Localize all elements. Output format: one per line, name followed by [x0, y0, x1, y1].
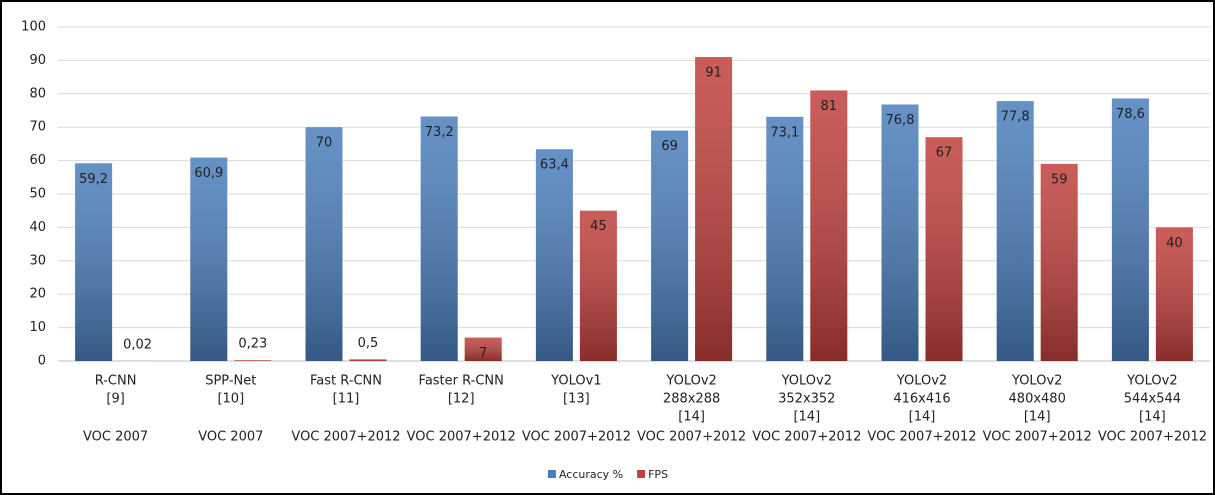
- y-tick-label: 60: [29, 153, 46, 168]
- x-tick-label: SPP-Net: [205, 374, 256, 389]
- bar-shade: [810, 90, 848, 362]
- value-label: 69: [661, 139, 678, 154]
- value-label: 77,8: [1001, 110, 1030, 125]
- x-tick-dataset: VOC 2007: [198, 430, 263, 445]
- x-tick-dataset: VOC 2007+2012: [637, 430, 746, 445]
- x-tick-label: [14]: [793, 410, 820, 425]
- bar-shade: [464, 337, 502, 361]
- legend-label: FPS: [648, 468, 668, 481]
- y-tick-label: 50: [29, 187, 46, 202]
- x-tick-label: YOLOv2: [1011, 374, 1062, 389]
- bar-shade: [996, 101, 1034, 361]
- bar-shade: [420, 116, 458, 362]
- y-tick-label: 10: [29, 320, 46, 335]
- bar-shade: [925, 137, 963, 361]
- bar-shade: [579, 210, 617, 361]
- bar-shade: [535, 149, 573, 361]
- bar-shade: [349, 359, 387, 361]
- x-tick-label: [14]: [1139, 410, 1166, 425]
- x-tick-label: 480x480: [1009, 392, 1066, 407]
- bar-shade: [695, 57, 733, 362]
- x-tick-dataset: VOC 2007+2012: [522, 430, 631, 445]
- bar-shade: [190, 157, 228, 361]
- x-tick-label: [11]: [333, 392, 360, 407]
- y-tick-label: 70: [29, 120, 46, 135]
- x-tick-label: [12]: [448, 392, 475, 407]
- x-tick-label: YOLOv1: [550, 374, 601, 389]
- x-tick-label: Faster R-CNN: [419, 374, 504, 389]
- x-tick-label: YOLOv2: [781, 374, 832, 389]
- value-label: 78,6: [1116, 107, 1145, 122]
- x-tick-dataset: VOC 2007+2012: [407, 430, 516, 445]
- legend-label: Accuracy %: [559, 468, 623, 481]
- x-tick-label: 352x352: [778, 392, 835, 407]
- value-label: 73,1: [770, 125, 799, 140]
- x-tick-label: [10]: [217, 392, 244, 407]
- x-tick-label: R-CNN: [95, 374, 137, 389]
- bar-shade: [1040, 163, 1078, 361]
- y-tick-label: 80: [29, 86, 46, 101]
- x-tick-label: [14]: [909, 410, 936, 425]
- y-tick-label: 0: [38, 354, 46, 369]
- bar-shade: [75, 163, 113, 361]
- y-tick-label: 100: [21, 20, 46, 35]
- legend-swatch: [637, 470, 646, 478]
- bar-shade: [234, 360, 272, 361]
- value-label: 59,2: [79, 172, 108, 187]
- x-tick-label: [9]: [106, 392, 124, 407]
- bar-shade: [305, 127, 343, 361]
- legend-swatch: [547, 470, 556, 478]
- x-tick-dataset: VOC 2007: [83, 430, 148, 445]
- value-label: 76,8: [886, 113, 915, 128]
- x-tick-label: YOLOv2: [1126, 374, 1177, 389]
- value-label: 40: [1166, 236, 1183, 251]
- value-label: 70: [316, 136, 333, 151]
- value-label: 60,9: [194, 166, 223, 181]
- legend: Accuracy % FPS: [547, 468, 668, 481]
- x-tick-label: 288x288: [663, 392, 720, 407]
- x-tick-dataset: VOC 2007+2012: [752, 430, 861, 445]
- bar-shade: [881, 104, 919, 361]
- x-tick-label: YOLOv2: [665, 374, 716, 389]
- x-tick-label: [13]: [563, 392, 590, 407]
- x-tick-dataset: VOC 2007+2012: [867, 430, 976, 445]
- y-tick-label: 20: [29, 287, 46, 302]
- x-tick-label: 416x416: [893, 392, 950, 407]
- bar-shade: [1111, 98, 1149, 361]
- bar-shade: [1155, 227, 1193, 361]
- bar-shade: [766, 116, 804, 361]
- value-label: 0,23: [238, 337, 267, 352]
- x-tick-dataset: VOC 2007+2012: [1098, 430, 1207, 445]
- value-label: 0,5: [358, 336, 379, 351]
- y-tick-label: 30: [29, 253, 46, 268]
- value-label: 73,2: [425, 125, 454, 140]
- bar-shade: [651, 130, 689, 361]
- x-tick-label: [14]: [678, 410, 705, 425]
- value-label: 91: [705, 66, 722, 81]
- y-tick-label: 40: [29, 220, 46, 235]
- x-tick-dataset: VOC 2007+2012: [983, 430, 1092, 445]
- value-label: 63,4: [540, 158, 569, 173]
- x-tick-label: Fast R-CNN: [310, 374, 382, 389]
- value-label: 0,02: [123, 337, 152, 352]
- value-label: 81: [821, 99, 838, 114]
- value-label: 67: [936, 146, 953, 161]
- x-tick-label: 544x544: [1124, 392, 1181, 407]
- x-tick-dataset: VOC 2007+2012: [291, 430, 400, 445]
- y-tick-label: 90: [29, 53, 46, 68]
- value-label: 7: [479, 346, 487, 361]
- value-label: 45: [590, 219, 607, 234]
- x-tick-label: YOLOv2: [896, 374, 947, 389]
- value-label: 59: [1051, 172, 1068, 187]
- x-tick-label: [14]: [1024, 410, 1051, 425]
